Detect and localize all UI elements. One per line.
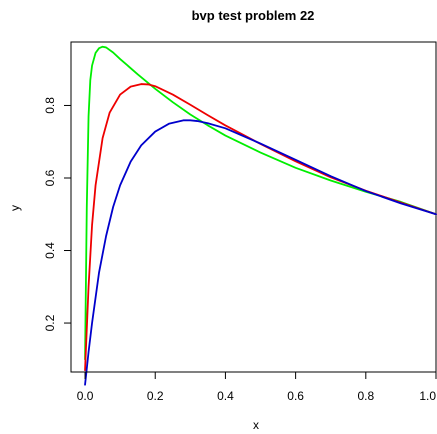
series-line-2 <box>84 83 437 372</box>
x-tick-label: 0.4 <box>217 389 234 403</box>
y-tick-label: 0.4 <box>43 242 57 259</box>
x-axis: 0.0 0.2 0.4 0.6 0.8 1.0 <box>77 371 437 403</box>
x-tick-label: 0.6 <box>287 389 304 403</box>
y-axis: 0.2 0.4 0.6 0.8 <box>43 97 72 331</box>
x-tick-label: 0.2 <box>147 389 164 403</box>
series-line-1 <box>84 45 437 361</box>
x-tick-label: 1.0 <box>419 389 436 403</box>
y-tick-label: 0.2 <box>43 314 57 331</box>
plot-box <box>70 41 437 373</box>
x-tick-label: 0.0 <box>77 389 94 403</box>
x-tick-label: 0.8 <box>357 389 374 403</box>
y-axis-label: y <box>8 205 22 211</box>
y-tick-label: 0.8 <box>43 97 57 114</box>
plot-area <box>70 41 437 386</box>
y-tick-label: 0.6 <box>43 169 57 186</box>
series-line-3 <box>84 119 437 386</box>
chart-title: bvp test problem 22 <box>192 8 315 23</box>
x-axis-label: x <box>253 418 259 432</box>
series-layer <box>84 45 437 386</box>
